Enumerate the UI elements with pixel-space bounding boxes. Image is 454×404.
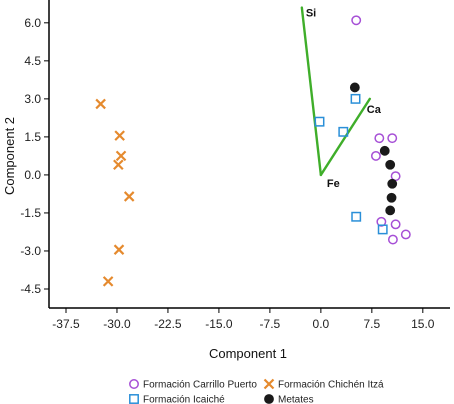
- data-point: [123, 191, 135, 202]
- legend-marker: [264, 394, 274, 404]
- data-point: [374, 133, 385, 144]
- series-formaci-n-chich-n-itz-: [95, 98, 135, 287]
- data-point: [385, 205, 396, 216]
- x-tick-label: -22.5: [154, 317, 182, 331]
- y-tick-label: 0.0: [24, 168, 41, 182]
- y-ticks: 6.0 4.5 3.0 1.5 0.0 -1.5 -3.0 -4.5: [20, 16, 49, 296]
- x-tick-label: -15.0: [205, 317, 233, 331]
- y-tick-label: -1.5: [20, 206, 41, 220]
- data-point: [95, 98, 106, 110]
- vector-label-ca: Ca: [367, 104, 382, 116]
- data-point: [385, 159, 396, 170]
- y-tick-label: -4.5: [20, 282, 41, 296]
- data-point: [351, 211, 362, 222]
- data-point: [351, 15, 362, 26]
- legend-marker: [263, 378, 275, 390]
- series-formaci-n-icaich-: [314, 93, 388, 235]
- data-point: [387, 178, 398, 189]
- loading-vector-ca: [319, 97, 371, 177]
- legend-label: Metates: [278, 395, 314, 404]
- legend-marker: [129, 379, 139, 389]
- x-ticks: -37.5 -30.0 -22.5 -15.0 -7.5 0.0 7.5 15.0: [52, 308, 435, 331]
- x-tick-label: 7.5: [363, 317, 380, 331]
- data-point: [350, 93, 361, 104]
- y-tick-label: 4.5: [24, 54, 41, 68]
- data-point: [114, 130, 125, 141]
- legend-label: Formación Carrillo Puerto: [143, 380, 257, 391]
- data-point: [349, 82, 360, 93]
- legend-label: Formación Icaiché: [143, 395, 225, 404]
- data-point: [379, 145, 390, 156]
- data-point: [102, 276, 114, 287]
- data-point: [387, 133, 398, 144]
- x-tick-label: -7.5: [260, 317, 281, 331]
- legend-marker: [129, 394, 139, 404]
- y-tick-label: 1.5: [24, 130, 41, 144]
- legend: Formación Carrillo Puerto Formación Icaic…: [129, 378, 384, 404]
- vector-label-fe: Fe: [327, 178, 340, 190]
- data-point: [338, 126, 349, 137]
- loading-vector-si: [300, 6, 323, 177]
- data-point: [376, 216, 387, 227]
- data-point: [377, 224, 388, 235]
- vector-label-si: Si: [306, 8, 316, 20]
- data-point: [113, 244, 125, 255]
- series-formaci-n-carrillo-puerto: [351, 15, 411, 245]
- data-point: [314, 116, 325, 127]
- x-tick-label: 0.0: [313, 317, 330, 331]
- y-axis-title: Component 2: [2, 117, 17, 195]
- legend-label: Formación Chichén Itzá: [278, 380, 384, 391]
- y-tick-label: 6.0: [24, 16, 41, 30]
- data-point: [390, 219, 401, 230]
- loading-vectors: Si Ca Fe: [300, 6, 382, 190]
- data-point: [387, 234, 398, 245]
- series-metates: [349, 82, 398, 216]
- x-tick-label: 15.0: [411, 317, 435, 331]
- x-axis-title: Component 1: [209, 346, 287, 361]
- y-tick-label: -3.0: [20, 244, 41, 258]
- y-tick-label: 3.0: [24, 92, 41, 106]
- data-point: [370, 150, 381, 161]
- data-point: [113, 159, 124, 171]
- data-point: [400, 229, 411, 240]
- x-tick-label: -30.0: [103, 317, 131, 331]
- plot-area: Si Ca Fe: [95, 6, 411, 287]
- data-point: [386, 192, 397, 203]
- data-point: [115, 150, 127, 162]
- x-tick-label: -37.5: [52, 317, 80, 331]
